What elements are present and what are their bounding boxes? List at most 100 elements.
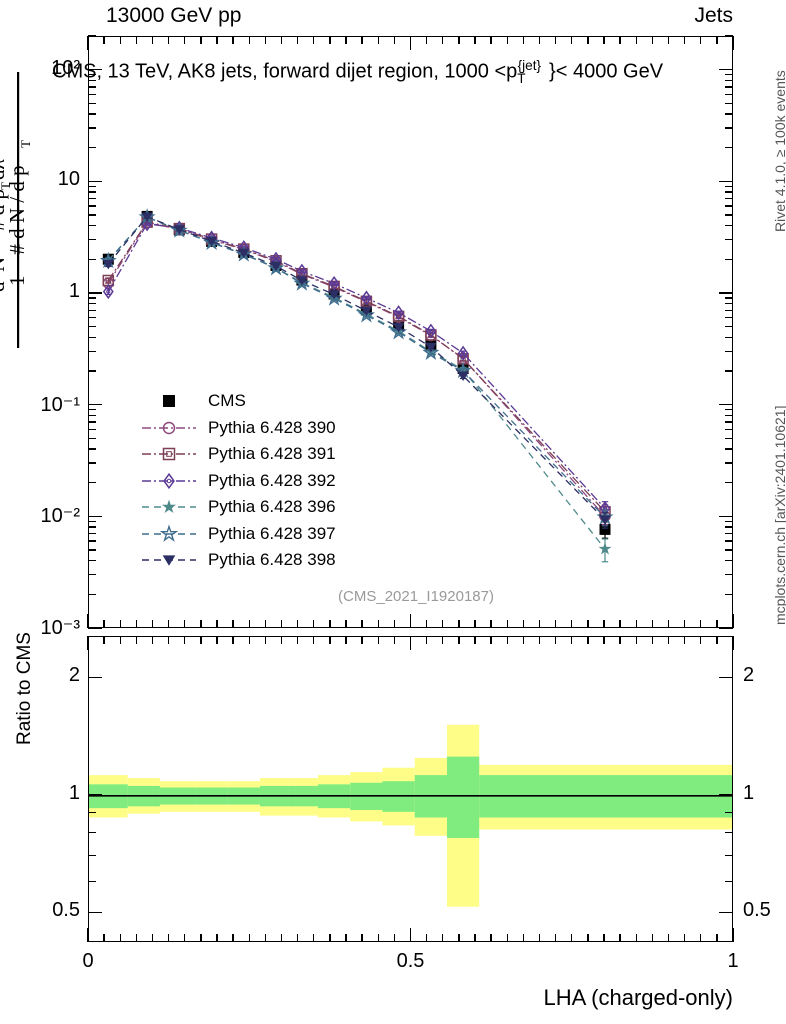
legend-symbol-open-diamond-icon [140, 470, 198, 492]
axis-tick [135, 636, 138, 644]
axis-tick [88, 309, 96, 311]
axis-tick [296, 36, 299, 44]
axis-tick [725, 593, 733, 596]
legend-item-s392[interactable]: Pythia 6.428 392 [140, 468, 336, 495]
legend-item-cms[interactable]: CMS [140, 388, 336, 415]
axis-tick [184, 636, 186, 644]
axis-tick [725, 350, 733, 353]
axis-tick [538, 620, 541, 628]
axis-tick [248, 36, 250, 44]
axis-tick [425, 620, 428, 628]
axis-tick [345, 36, 347, 44]
legend-label: Pythia 6.428 396 [208, 497, 336, 517]
main-y-axis-label: # d N / d p T # d p T dλ d 2 N 1 [0, 60, 38, 360]
plot-title-sub: T [517, 70, 526, 86]
legend-item-s398[interactable]: Pythia 6.428 398 [140, 547, 336, 574]
legend-item-s391[interactable]: Pythia 6.428 391 [140, 441, 336, 468]
axis-tick [587, 934, 589, 942]
axis-tick [200, 620, 202, 628]
axis-tick [725, 482, 733, 484]
x-axis-label: LHA (charged-only) [543, 985, 733, 1010]
axis-tick [88, 482, 96, 484]
axis-tick [88, 676, 102, 678]
axis-tick [248, 636, 250, 644]
axis-tick [88, 325, 96, 328]
axis-tick [474, 620, 476, 628]
axis-tick [88, 831, 96, 834]
axis-tick [725, 309, 733, 311]
data-point [102, 259, 115, 270]
axis-tick [442, 620, 444, 628]
axis-tick [88, 35, 96, 37]
axis-tick [361, 934, 363, 942]
axis-tick [538, 934, 541, 942]
legend-item-s390[interactable]: Pythia 6.428 390 [140, 415, 336, 442]
axis-tick [88, 515, 102, 517]
axis-tick [732, 614, 734, 628]
axis-tick [88, 297, 96, 299]
axis-tick [719, 292, 733, 294]
legend-item-s396[interactable]: Pythia 6.428 396 [140, 494, 336, 521]
axis-tick [725, 462, 733, 464]
axis-tick [167, 636, 170, 644]
axis-tick [88, 462, 96, 464]
axis-tick [651, 36, 654, 44]
x-tick-label: 0.5 [396, 950, 425, 972]
legend-symbol-filled-square-icon [140, 390, 198, 412]
axis-tick [725, 197, 733, 200]
axis-tick [683, 36, 686, 44]
axis-tick [442, 934, 444, 942]
header-left: 13000 GeV pp [106, 4, 242, 27]
axis-tick [88, 191, 96, 193]
axis-tick [732, 36, 734, 50]
axis-tick [506, 36, 508, 44]
axis-tick [88, 549, 96, 551]
axis-tick [88, 292, 102, 294]
axis-tick [725, 428, 733, 431]
legend-symbol-open-square-icon [140, 443, 198, 465]
axis-tick [700, 934, 702, 942]
axis-tick [725, 74, 733, 76]
axis-tick [88, 336, 96, 339]
axis-tick [506, 934, 508, 942]
axis-tick [725, 102, 733, 104]
axis-tick [725, 854, 733, 857]
axis-tick [88, 205, 96, 207]
axis-tick [88, 79, 96, 82]
axis-tick [725, 127, 733, 129]
axis-tick [167, 36, 170, 44]
y-tick-label: 10 [57, 168, 80, 191]
axis-tick [329, 36, 331, 44]
axis-tick [719, 627, 733, 629]
axis-tick [725, 191, 733, 193]
axis-tick [683, 636, 686, 644]
main-area-svg [99, 208, 614, 563]
axis-tick [725, 214, 733, 216]
plot-title-main: CMS, 13 TeV, AK8 jets, forward dijet reg… [52, 60, 518, 83]
axis-tick [151, 36, 154, 44]
axis-tick [88, 811, 96, 814]
axis-tick [725, 549, 733, 551]
axis-tick [603, 636, 605, 644]
axis-tick [88, 428, 96, 431]
ratio-y-tick-label: 2 [68, 664, 80, 687]
data-point [360, 290, 372, 306]
axis-tick [683, 620, 686, 628]
axis-tick [409, 614, 412, 628]
axis-tick [88, 560, 96, 562]
axis-tick [635, 636, 637, 644]
axis-tick [329, 636, 331, 644]
data-point [360, 306, 373, 317]
axis-tick [651, 636, 654, 644]
axis-tick [88, 540, 96, 542]
axis-tick [587, 36, 589, 44]
axis-tick [167, 620, 170, 628]
axis-tick [725, 297, 733, 299]
axis-tick [716, 620, 718, 628]
legend-item-s397[interactable]: Pythia 6.428 397 [140, 521, 336, 548]
axis-tick [280, 934, 283, 942]
axis-tick [619, 636, 621, 644]
axis-tick [667, 636, 670, 644]
axis-tick [200, 636, 202, 644]
